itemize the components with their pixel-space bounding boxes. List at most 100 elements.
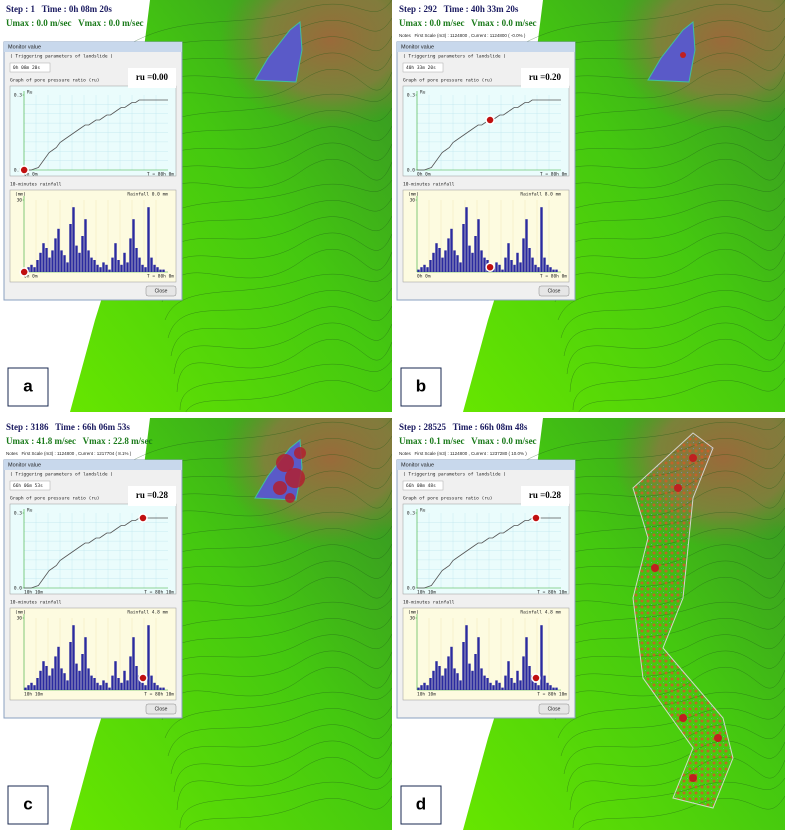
rain-bar — [486, 678, 489, 690]
velocity: Umax : 0.1 m/sec Vmax : 0.0 m/sec — [399, 436, 537, 446]
y-tick-label: 0.0 — [14, 168, 22, 174]
rain-bar — [522, 656, 525, 690]
debris — [285, 493, 295, 503]
contour — [572, 359, 785, 411]
rain-marker — [138, 673, 148, 683]
rain-bar — [453, 250, 456, 272]
contour — [560, 287, 785, 339]
rain-bar — [132, 219, 135, 272]
rain-unit: (mm) — [408, 192, 419, 198]
rain-bar — [435, 661, 438, 690]
contour — [536, 560, 785, 613]
rain-bar — [468, 663, 471, 690]
x-end: T = 80h 0m — [540, 274, 567, 280]
window-title: Monitor value — [401, 44, 434, 50]
rain-bar — [516, 252, 519, 272]
rain-bar — [420, 267, 423, 272]
rain-bar — [495, 680, 498, 690]
rain-bar — [27, 267, 30, 272]
rain-bar — [468, 245, 471, 272]
close-button[interactable] — [145, 703, 177, 715]
rain-now: Rainfall 8.0 mm — [520, 192, 561, 198]
rain-bar — [123, 252, 126, 272]
rain-bar — [525, 637, 528, 690]
contour — [554, 248, 785, 303]
ru-marker — [485, 115, 495, 125]
close-button[interactable] — [538, 285, 570, 297]
rain-bar — [552, 687, 555, 690]
contour — [566, 322, 785, 375]
rain-marker — [531, 673, 541, 683]
close-label[interactable]: Close — [548, 706, 561, 712]
trigger-label: ( Triggering parameters of landslide ) — [403, 472, 506, 478]
ru-box — [128, 486, 176, 506]
rain-bar — [528, 666, 531, 690]
contour — [167, 705, 392, 757]
rain-bar — [423, 264, 426, 272]
contour — [176, 338, 392, 393]
x-start: 10h 10m — [24, 590, 43, 596]
y-tick-label: 0.0 — [14, 586, 22, 592]
panel-letter: a — [23, 376, 33, 395]
rain-bar — [90, 257, 93, 272]
rain-bar — [114, 243, 117, 272]
x-end: T = 80h 0m — [540, 172, 567, 178]
ru-line — [417, 99, 561, 171]
rain-bar — [51, 250, 54, 272]
rain-bar — [123, 670, 126, 690]
rain-bar — [111, 675, 114, 690]
rain-unit: (mm) — [15, 610, 26, 616]
rain-bar — [90, 675, 93, 690]
x-start: 0h 0m — [24, 172, 38, 178]
velocity: Umax : 0.0 m/sec Vmax : 0.0 m/sec — [399, 18, 537, 28]
x-end: T = 80h 0m — [147, 172, 174, 178]
rain-bar — [441, 257, 444, 272]
rain-bar — [159, 269, 162, 272]
rain-bar — [102, 262, 105, 272]
contour — [146, 158, 392, 213]
rain-bar — [543, 675, 546, 690]
rain-bar — [135, 248, 138, 272]
rain-unit: (mm) — [15, 192, 26, 198]
time-field-value: 66h 08m 48s — [406, 483, 436, 489]
pore-graph-bg — [402, 503, 570, 595]
close-label[interactable]: Close — [155, 706, 168, 712]
ru-box — [521, 486, 569, 506]
y-axis-label: Ru — [27, 90, 33, 96]
x-end: T = 80h 10m — [537, 692, 567, 698]
rain-bar — [126, 262, 129, 272]
rain-bar — [117, 678, 120, 690]
rain-bar — [24, 687, 27, 690]
velocity: Umax : 0.0 m/sec Vmax : 0.0 m/sec — [6, 18, 144, 28]
notes: Notes First Scale (m3) : 1124800 , Curre… — [6, 451, 132, 456]
rain-bar — [543, 257, 546, 272]
y-tick-label: 0.3 — [407, 93, 415, 99]
rain-bar — [450, 228, 453, 272]
rain-bar — [120, 264, 123, 272]
notes: Notes First Scale (m3) : 1124800 , Curre… — [399, 451, 527, 456]
contour — [161, 248, 392, 303]
ru-box — [521, 68, 569, 88]
rain-bar — [144, 685, 147, 690]
rain-bar — [66, 262, 69, 272]
rain-bar — [105, 682, 108, 690]
contour — [563, 305, 785, 357]
rain-bar — [462, 642, 465, 690]
close-label[interactable]: Close — [155, 288, 168, 294]
rain-bar — [141, 264, 144, 272]
landslide-source — [254, 21, 303, 83]
letter-box — [7, 367, 49, 407]
contour — [176, 756, 392, 811]
rain-bar — [138, 257, 141, 272]
contour — [551, 232, 785, 285]
close-label[interactable]: Close — [548, 288, 561, 294]
rain-bar — [555, 687, 558, 690]
close-button[interactable] — [538, 703, 570, 715]
rain-bar — [549, 685, 552, 690]
contour — [536, 142, 785, 195]
close-button[interactable] — [145, 285, 177, 297]
rain-bar — [537, 685, 540, 690]
contour — [152, 197, 392, 249]
y-tick-label: 30 — [410, 198, 416, 204]
